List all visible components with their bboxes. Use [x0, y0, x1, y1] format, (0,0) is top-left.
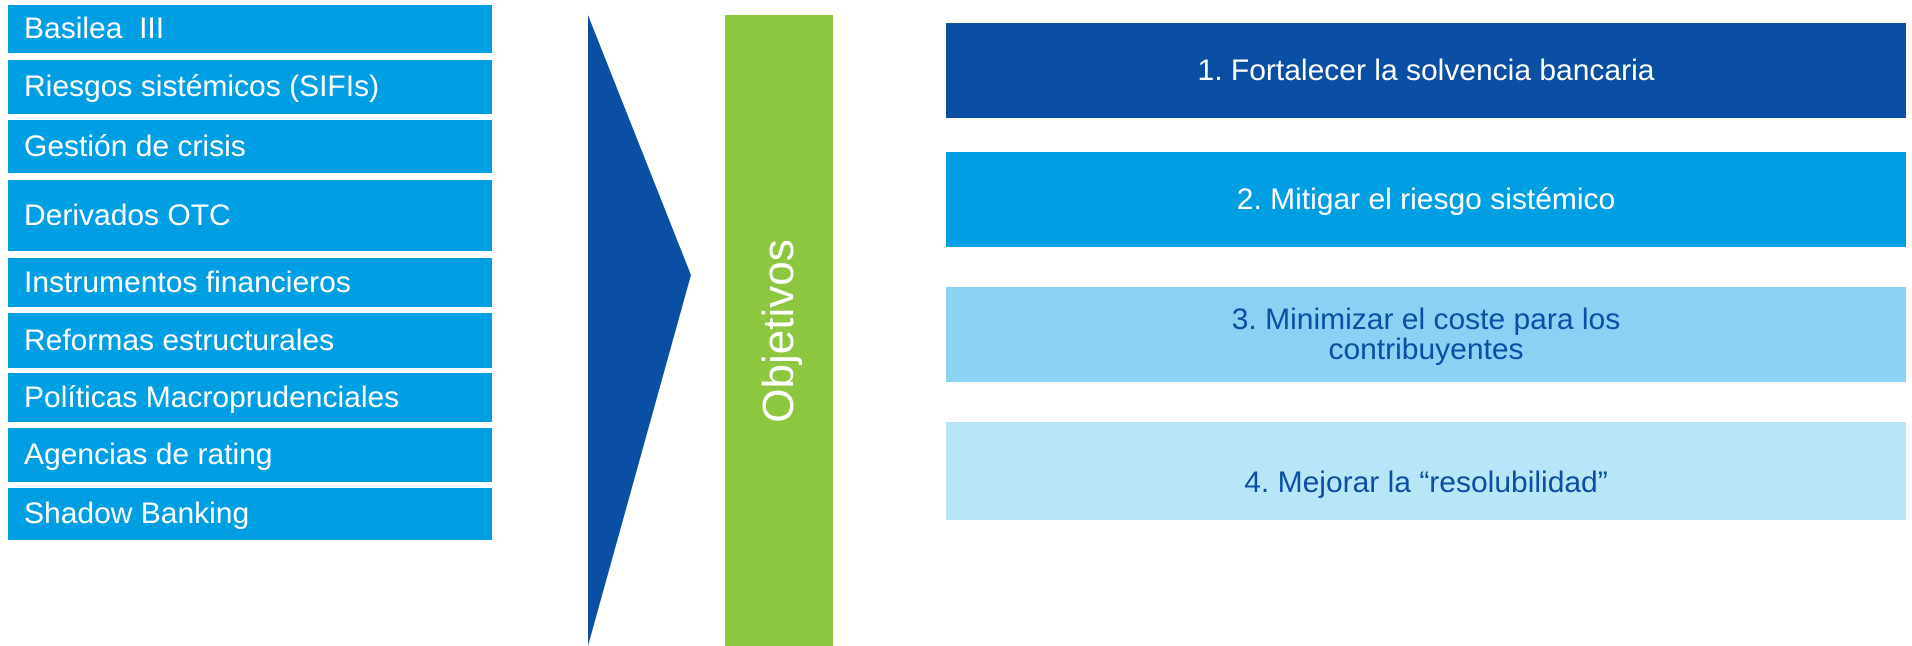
chevron-arrow	[588, 15, 692, 646]
goal-1: 1. Fortalecer la solvencia bancaria	[946, 23, 1906, 118]
goal-3: 3. Minimizar el coste para los contribuy…	[946, 287, 1906, 382]
topic-gestion-de-crisis: Gestión de crisis	[8, 120, 492, 173]
chevron-arrow-shape	[588, 15, 691, 646]
topic-agencias-de-rating: Agencias de rating	[8, 428, 492, 482]
topic-label: Políticas Macroprudenciales	[24, 380, 400, 414]
topic-derivados-otc: Derivados OTC	[8, 180, 492, 251]
topic-label: Gestión de crisis	[24, 129, 246, 163]
topic-label: Reformas estructurales	[24, 323, 335, 357]
topic-label: Agencias de rating	[24, 438, 273, 471]
topic-label: Derivados OTC	[24, 198, 231, 232]
topic-label: Shadow Banking	[24, 497, 250, 530]
topic-label: Basilea III	[24, 12, 165, 45]
objectives-label: Objetivos	[754, 238, 803, 423]
goal-label: 1. Fortalecer la solvencia bancaria	[1197, 53, 1655, 87]
topic-reformas-estructurales: Reformas estructurales	[8, 313, 492, 368]
topic-instrumentos-financieros: Instrumentos financieros	[8, 258, 492, 307]
topic-riesgos-sistemicos: Riesgos sistémicos (SIFIs)	[8, 60, 492, 114]
chevron-arrow-icon	[588, 15, 691, 646]
goal-2: 2. Mitigar el riesgo sistémico	[946, 152, 1906, 247]
topic-label: Riesgos sistémicos (SIFIs)	[24, 70, 380, 103]
topic-basilea-iii: Basilea III	[8, 5, 492, 53]
goal-label: 2. Mitigar el riesgo sistémico	[1236, 182, 1616, 216]
topic-shadow-banking: Shadow Banking	[8, 488, 492, 540]
objectives-bar: Objetivos	[725, 15, 833, 646]
goal-label: 3. Minimizar el coste para los contribuy…	[1231, 302, 1621, 366]
topic-politicas-macroprudenciales: Políticas Macroprudenciales	[8, 373, 492, 422]
goal-label: 4. Mejorar la “resolubilidad”	[1244, 466, 1608, 499]
topic-label: Instrumentos financieros	[24, 265, 351, 299]
goal-4: 4. Mejorar la “resolubilidad”	[946, 422, 1906, 520]
